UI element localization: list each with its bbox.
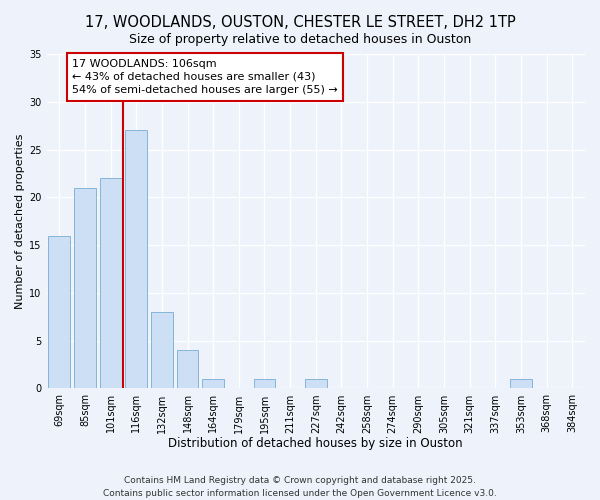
Bar — [49, 236, 70, 388]
Bar — [74, 188, 96, 388]
Bar — [202, 379, 224, 388]
Text: Size of property relative to detached houses in Ouston: Size of property relative to detached ho… — [129, 32, 471, 46]
Bar — [305, 379, 326, 388]
Text: 17 WOODLANDS: 106sqm
← 43% of detached houses are smaller (43)
54% of semi-detac: 17 WOODLANDS: 106sqm ← 43% of detached h… — [72, 59, 338, 95]
Bar — [510, 379, 532, 388]
Bar — [254, 379, 275, 388]
Text: 17, WOODLANDS, OUSTON, CHESTER LE STREET, DH2 1TP: 17, WOODLANDS, OUSTON, CHESTER LE STREET… — [85, 15, 515, 30]
Text: Contains HM Land Registry data © Crown copyright and database right 2025.
Contai: Contains HM Land Registry data © Crown c… — [103, 476, 497, 498]
Bar — [151, 312, 173, 388]
Bar — [100, 178, 122, 388]
Bar — [125, 130, 147, 388]
Y-axis label: Number of detached properties: Number of detached properties — [15, 134, 25, 309]
X-axis label: Distribution of detached houses by size in Ouston: Distribution of detached houses by size … — [169, 437, 463, 450]
Bar — [176, 350, 199, 389]
